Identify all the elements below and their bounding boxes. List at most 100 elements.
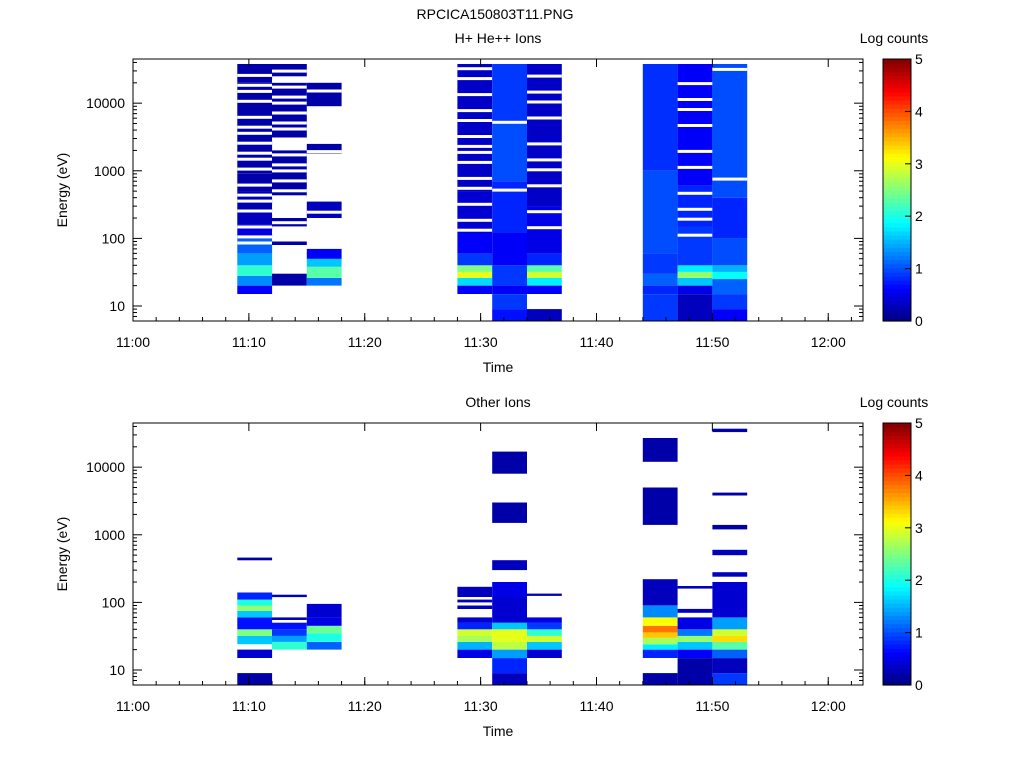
x-tick-label: 11:20 [348,698,382,714]
heatmap-gap [237,157,273,161]
colorbar-segment [883,508,911,514]
heatmap-cell [272,617,307,620]
heatmap-cell [492,123,527,182]
colorbar-segment [883,635,911,641]
heatmap-cell [527,641,562,650]
heatmap-cell [237,673,273,685]
colorbar-segment [883,83,911,89]
heatmap-cell [712,492,748,496]
heatmap-gap [457,202,493,206]
heatmap-cell [527,649,562,658]
colorbar-segment [883,190,911,195]
x-tick-label: 11:50 [695,698,729,714]
heatmap-gap [527,74,562,78]
heatmap-gap [527,210,562,214]
colorbar-segment [883,59,911,64]
heatmap-cell [272,635,307,642]
heatmap-gap [272,189,307,193]
colorbar-segment [883,492,911,498]
colorbar-frame [882,58,912,322]
x-tick-label: 11:40 [579,334,613,350]
colorbar-segment [883,656,911,662]
heatmap-cell [492,673,527,685]
colorbar-segment [883,517,911,522]
colorbar-segment [883,529,911,535]
heatmap-gap [237,199,273,203]
colorbar-segment [883,472,911,477]
heatmap-cell [712,572,748,577]
heatmap-gap [527,100,562,104]
colorbar-segment [883,124,911,130]
colorbar-segment [883,275,911,281]
heatmap-cell [527,617,562,623]
heatmap-gap [237,131,273,135]
heatmap-gap [237,99,273,103]
heatmap-cell [527,277,562,286]
heatmap-gap [457,67,493,71]
heatmap-cell [712,271,748,279]
heatmap-cells [237,64,748,321]
heatmap-gap [272,121,307,125]
heatmap-cell [527,253,562,266]
colorbar-segment [883,435,911,440]
colorbar-segment [883,284,911,289]
heatmap-gap [237,73,273,77]
heatmap-gap [527,168,562,172]
colorbar-segment [883,75,911,81]
heatmap-cell [712,279,748,295]
colorbar-segment [883,607,911,612]
heatmap-gap [492,120,527,124]
x-tick-label: 11:20 [348,334,382,350]
colorbar-segment [883,87,911,93]
heatmap-cell [527,622,562,630]
y-tick-label: 10 [109,298,125,314]
heatmap-gap [272,179,307,183]
heatmap-gap [457,77,493,81]
colorbar-segment [883,316,911,322]
heatmap-gap [272,79,307,83]
colorbar-segment [883,292,911,298]
heatmap-gap [237,125,273,129]
colorbar-segment [883,202,911,207]
heatmap-cell [306,82,342,107]
x-tick-label: 11:10 [232,334,266,350]
heatmap-gap [457,144,493,148]
heatmap-cell [712,617,748,630]
colorbar-segment [883,104,911,109]
heatmap-gap [272,127,307,131]
colorbar-segment [883,185,911,191]
heatmap-cell [492,451,527,474]
x-tick-label: 11:00 [116,698,150,714]
heatmap-gap [306,173,342,177]
heatmap-cell [237,64,273,83]
colorbar-segment [883,243,911,248]
colorbar-label: Log counts [860,30,929,46]
x-tick-label: 11:50 [695,334,729,350]
heatmap-cell [492,64,527,124]
colorbar-tick-label: 5 [915,415,923,431]
heatmap-cell [492,597,527,623]
colorbar-segment [883,181,911,187]
heatmap-cell [677,608,713,613]
heatmap-cell [306,641,342,650]
colorbar-segment [883,541,911,547]
heatmap-cell [677,265,713,272]
heatmap-cell [492,233,527,266]
colorbar-segment [883,423,911,428]
heatmap-cell [237,253,273,266]
heatmap-cell [492,285,527,294]
colorbar-tick-label: 5 [915,51,923,67]
colorbar-segment [883,136,911,142]
heatmap-cell [712,309,748,321]
colorbar-tick-label: 4 [915,467,923,483]
heatmap-gap [677,191,713,195]
y-tick-label: 10000 [86,95,125,111]
heatmap-gap [306,210,342,214]
heatmap-cell [457,635,493,642]
heatmap-gap [272,153,307,157]
heatmap-cell [712,238,748,266]
heatmap-cell [642,285,678,294]
colorbar-segment [883,672,911,678]
heatmap-cell [527,309,562,321]
colorbar-segment [883,566,911,571]
